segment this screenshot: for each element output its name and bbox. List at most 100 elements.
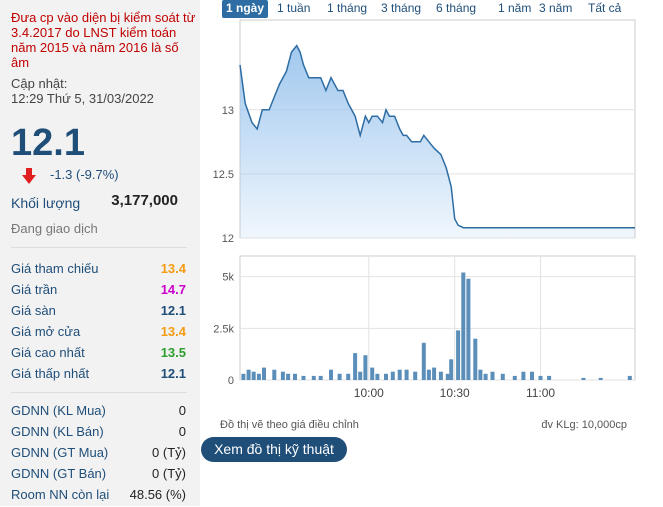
- volume-bar: [251, 371, 256, 380]
- divider: [11, 392, 187, 393]
- volume-bar: [370, 367, 375, 380]
- price-area: [240, 45, 635, 238]
- time-tick-label: 10:30: [440, 386, 470, 400]
- current-price: 12.1: [11, 122, 85, 164]
- volume-bar: [449, 359, 454, 380]
- tab-all[interactable]: Tất cả: [588, 1, 622, 15]
- price-row-open: Giá mở cửa 13.4: [11, 324, 186, 344]
- trading-status: Đang giao dịch: [11, 221, 98, 236]
- price-value: 14.7: [160, 282, 186, 297]
- price-line: [239, 44, 635, 229]
- price-label: Giá cao nhất: [11, 345, 85, 360]
- volume-label: Khối lượng: [11, 195, 81, 211]
- volume-bar: [329, 369, 333, 380]
- price-row-ceiling: Giá trần 14.7: [11, 282, 186, 302]
- volume-bar: [384, 373, 388, 380]
- foreign-value: 0: [178, 424, 186, 439]
- price-value: 12.1: [160, 303, 186, 318]
- technical-chart-button[interactable]: Xem đồ thị kỹ thuật: [201, 437, 347, 462]
- price-label: Giá thấp nhất: [11, 366, 90, 381]
- price-label: Giá trần: [11, 282, 58, 297]
- price-label: Giá tham chiếu: [11, 261, 99, 276]
- tab-1-day[interactable]: 1 ngày: [222, 0, 268, 18]
- warning-text: Đưa cp vào diện bị kiểm soát từ 3.4.2017…: [11, 10, 196, 70]
- volume-bar: [445, 373, 450, 380]
- foreign-label: GDNN (KL Mua): [11, 403, 106, 418]
- foreign-row: GDNN (KL Bán) 0: [11, 424, 186, 444]
- volume-bar: [413, 371, 418, 380]
- stock-info-panel: Đưa cp vào diện bị kiểm soát từ 3.4.2017…: [0, 0, 200, 506]
- tab-1-year[interactable]: 1 năm: [498, 1, 532, 15]
- volume-bar: [478, 369, 483, 380]
- volume-bar: [456, 330, 461, 380]
- foreign-value: 48.56 (%): [129, 487, 186, 502]
- foreign-label: GDNN (KL Bán): [11, 424, 104, 439]
- volume-bar: [246, 369, 251, 380]
- volume-tick-label: 0: [228, 375, 234, 387]
- price-tick-label: 12.5: [213, 169, 234, 181]
- price-label: Giá mở cửa: [11, 324, 81, 339]
- price-value: 12.1: [160, 366, 186, 381]
- tab-3-years[interactable]: 3 năm: [539, 1, 573, 15]
- volume-bar: [318, 375, 323, 380]
- price-value: 13.4: [160, 261, 186, 276]
- price-chart: 12 12.5 13: [213, 19, 636, 245]
- volume-bar: [421, 342, 426, 380]
- volume-bar: [256, 373, 261, 380]
- foreign-row: GDNN (KL Mua) 0: [11, 403, 186, 423]
- time-tick-label: 11:00: [526, 386, 555, 400]
- tab-1-month[interactable]: 1 tháng: [327, 1, 368, 15]
- volume-bar: [293, 373, 297, 380]
- foreign-label: GDNN (GT Bán): [11, 466, 107, 481]
- updated-label: Cập nhật:: [11, 76, 68, 91]
- price-row-high: Giá cao nhất 13.5: [11, 345, 186, 365]
- volume-unit: đv KLg: 10,000cp: [541, 419, 627, 431]
- price-row-reference: Giá tham chiếu 13.4: [11, 261, 186, 281]
- price-value: 13.5: [160, 345, 186, 360]
- price-row-low: Giá thấp nhất 12.1: [11, 366, 186, 386]
- foreign-row: GDNN (GT Mua) 0 (Tỷ): [11, 445, 186, 465]
- foreign-value: 0: [178, 403, 186, 418]
- volume-bar: [286, 373, 291, 380]
- tab-3-months[interactable]: 3 tháng: [381, 1, 422, 15]
- foreign-row: Room NN còn lại 48.56 (%): [11, 487, 186, 507]
- volume-bar: [353, 353, 358, 380]
- foreign-row: GDNN (GT Bán) 0 (Tỷ): [11, 466, 186, 486]
- price-label: Giá sàn: [11, 303, 56, 318]
- volume-bar: [598, 377, 603, 380]
- price-value: 13.4: [160, 324, 186, 339]
- volume-bar: [483, 373, 488, 380]
- volume-tick-label: 2.5k: [213, 323, 234, 335]
- updated-info: Cập nhật: 12:29 Thứ 5, 31/03/2022: [11, 76, 154, 106]
- volume-bar: [530, 371, 534, 380]
- price-row-floor: Giá sàn 12.1: [11, 303, 186, 323]
- volume-bar: [390, 371, 395, 380]
- volume-bar: [521, 371, 526, 380]
- volume-bar: [490, 371, 495, 380]
- volume-bar: [280, 371, 285, 380]
- tab-6-months[interactable]: 6 tháng: [436, 1, 477, 15]
- volume-bar: [426, 369, 431, 380]
- volume-bar: [432, 367, 437, 380]
- volume-bar: [461, 272, 466, 380]
- chart-note: Đồ thị vẽ theo giá điều chỉnh: [220, 419, 359, 431]
- volume-bar: [438, 371, 443, 380]
- tab-1-week[interactable]: 1 tuần: [277, 1, 311, 15]
- volume-bar: [358, 371, 363, 380]
- volume-bar: [272, 369, 277, 380]
- updated-time: 12:29 Thứ 5, 31/03/2022: [11, 91, 154, 106]
- intraday-chart: 12 12.5 13 0 2.5k 5k 10:00 10:30 11:00: [213, 19, 636, 400]
- volume-bar: [466, 278, 471, 380]
- volume-bar: [397, 369, 402, 380]
- volume-bar: [500, 373, 505, 380]
- price-tick-label: 13: [222, 105, 234, 117]
- volume-bar: [473, 338, 478, 380]
- price-tick-label: 12: [222, 233, 234, 245]
- volume-chart: 0 2.5k 5k 10:00 10:30 11:00: [213, 255, 636, 400]
- volume-bar: [375, 373, 380, 380]
- volume-bar: [363, 355, 368, 380]
- volume-tick-label: 5k: [222, 272, 234, 284]
- foreign-value: 0 (Tỷ): [152, 445, 186, 460]
- volume-bar: [404, 369, 409, 380]
- volume-bar: [538, 375, 543, 380]
